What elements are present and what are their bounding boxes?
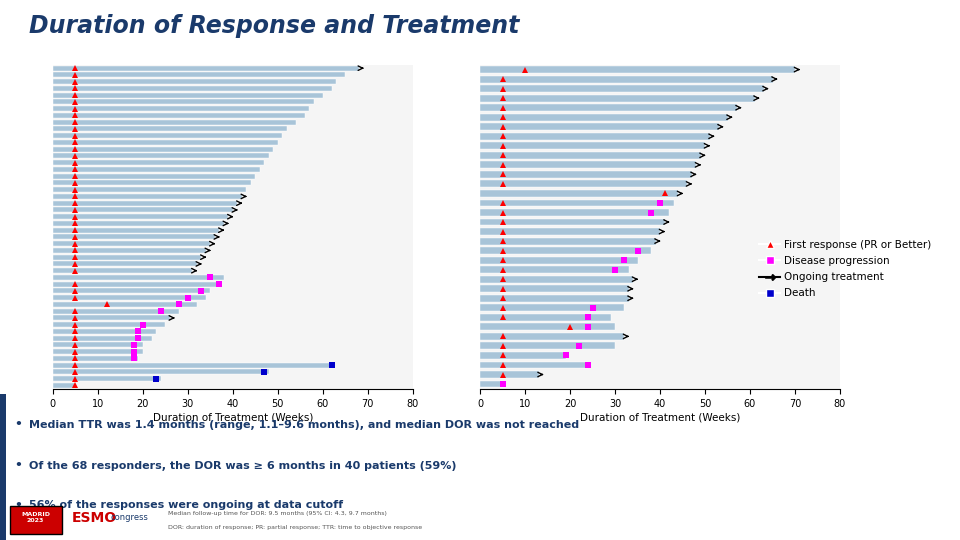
Bar: [53, 268, 192, 273]
X-axis label: Duration of Treatment (Weeks): Duration of Treatment (Weeks): [580, 413, 740, 423]
Bar: [480, 171, 691, 178]
Bar: [480, 114, 728, 120]
Text: Median follow-up time for DOR: 9.5 months (95% CI: 4.3, 9.7 months): Median follow-up time for DOR: 9.5 month…: [168, 511, 387, 516]
Bar: [53, 329, 156, 334]
Bar: [53, 140, 277, 145]
Bar: [480, 381, 502, 388]
Bar: [480, 123, 718, 130]
Bar: [53, 376, 161, 381]
Text: ESMO: ESMO: [72, 511, 117, 525]
Bar: [480, 180, 687, 187]
Bar: [480, 371, 539, 378]
Bar: [53, 174, 255, 179]
Bar: [53, 302, 197, 307]
Bar: [53, 160, 264, 165]
Text: Duration of Response and Treatment: Duration of Response and Treatment: [29, 14, 519, 37]
Bar: [480, 352, 565, 359]
Bar: [480, 161, 696, 168]
Bar: [480, 314, 611, 321]
Bar: [53, 113, 305, 118]
Bar: [53, 214, 228, 219]
Text: Of the 68 responders, the DOR was ≥ 6 months in 40 patients (59%): Of the 68 responders, the DOR was ≥ 6 mo…: [29, 461, 456, 471]
X-axis label: Duration of Treatment (Weeks): Duration of Treatment (Weeks): [153, 413, 313, 423]
Bar: [53, 167, 260, 172]
Text: DOR: duration of response; PR: partial response; TTR: time to objective response: DOR: duration of response; PR: partial r…: [168, 525, 422, 530]
Bar: [53, 201, 237, 206]
Bar: [53, 349, 143, 354]
Bar: [480, 190, 678, 197]
Bar: [480, 152, 701, 159]
Bar: [480, 133, 709, 140]
Bar: [53, 207, 233, 212]
Bar: [480, 276, 633, 282]
Bar: [53, 363, 332, 368]
Bar: [53, 194, 242, 199]
Bar: [480, 247, 651, 254]
Bar: [53, 72, 346, 77]
Bar: [53, 336, 152, 341]
Bar: [480, 85, 763, 92]
Bar: [480, 285, 629, 292]
Bar: [53, 99, 314, 104]
Bar: [53, 369, 269, 374]
Bar: [53, 147, 274, 152]
Bar: [53, 241, 210, 246]
Bar: [480, 200, 674, 206]
Bar: [53, 383, 75, 388]
Bar: [53, 295, 205, 300]
Legend: First response (PR or Better), Disease progression, Ongoing treatment, Death: First response (PR or Better), Disease p…: [755, 235, 936, 302]
Bar: [53, 126, 287, 131]
Bar: [480, 143, 705, 149]
Text: 56% of the responses were ongoing at data cutoff: 56% of the responses were ongoing at dat…: [29, 500, 343, 510]
Bar: [480, 256, 637, 264]
Bar: [480, 362, 588, 368]
Bar: [480, 219, 664, 226]
Text: •: •: [14, 418, 22, 431]
Bar: [480, 94, 755, 102]
Bar: [53, 133, 282, 138]
Bar: [480, 76, 773, 83]
Bar: [53, 322, 165, 327]
Bar: [53, 106, 309, 111]
Bar: [480, 66, 795, 73]
Bar: [53, 228, 219, 233]
Bar: [480, 295, 629, 302]
Bar: [480, 104, 736, 111]
Bar: [53, 221, 224, 226]
Bar: [53, 93, 323, 98]
Bar: [53, 342, 143, 347]
Bar: [480, 333, 624, 340]
Bar: [53, 288, 210, 293]
Bar: [53, 66, 359, 71]
Bar: [53, 282, 219, 287]
Text: •: •: [14, 459, 22, 472]
Bar: [480, 342, 615, 349]
Bar: [53, 153, 269, 158]
Bar: [53, 356, 138, 361]
Bar: [53, 309, 179, 314]
Bar: [53, 234, 215, 239]
Bar: [53, 187, 247, 192]
Bar: [480, 323, 615, 330]
Bar: [480, 266, 629, 273]
Bar: [53, 261, 197, 266]
Bar: [480, 209, 669, 216]
Text: Median TTR was 1.4 months (range, 1.1–9.6 months), and median DOR was not reache: Median TTR was 1.4 months (range, 1.1–9.…: [29, 420, 579, 430]
Bar: [480, 228, 660, 235]
Text: congress: congress: [110, 513, 148, 522]
Bar: [480, 238, 656, 245]
Bar: [53, 248, 205, 253]
Bar: [53, 315, 170, 320]
Bar: [53, 180, 251, 185]
Text: MADRID
2023: MADRID 2023: [21, 512, 50, 523]
Bar: [53, 79, 336, 84]
Bar: [0, 394, 6, 540]
Bar: [53, 255, 202, 260]
FancyBboxPatch shape: [10, 505, 62, 534]
Bar: [53, 275, 224, 280]
Bar: [53, 120, 296, 125]
Text: •: •: [14, 498, 22, 511]
Bar: [53, 86, 332, 91]
Bar: [480, 305, 624, 311]
